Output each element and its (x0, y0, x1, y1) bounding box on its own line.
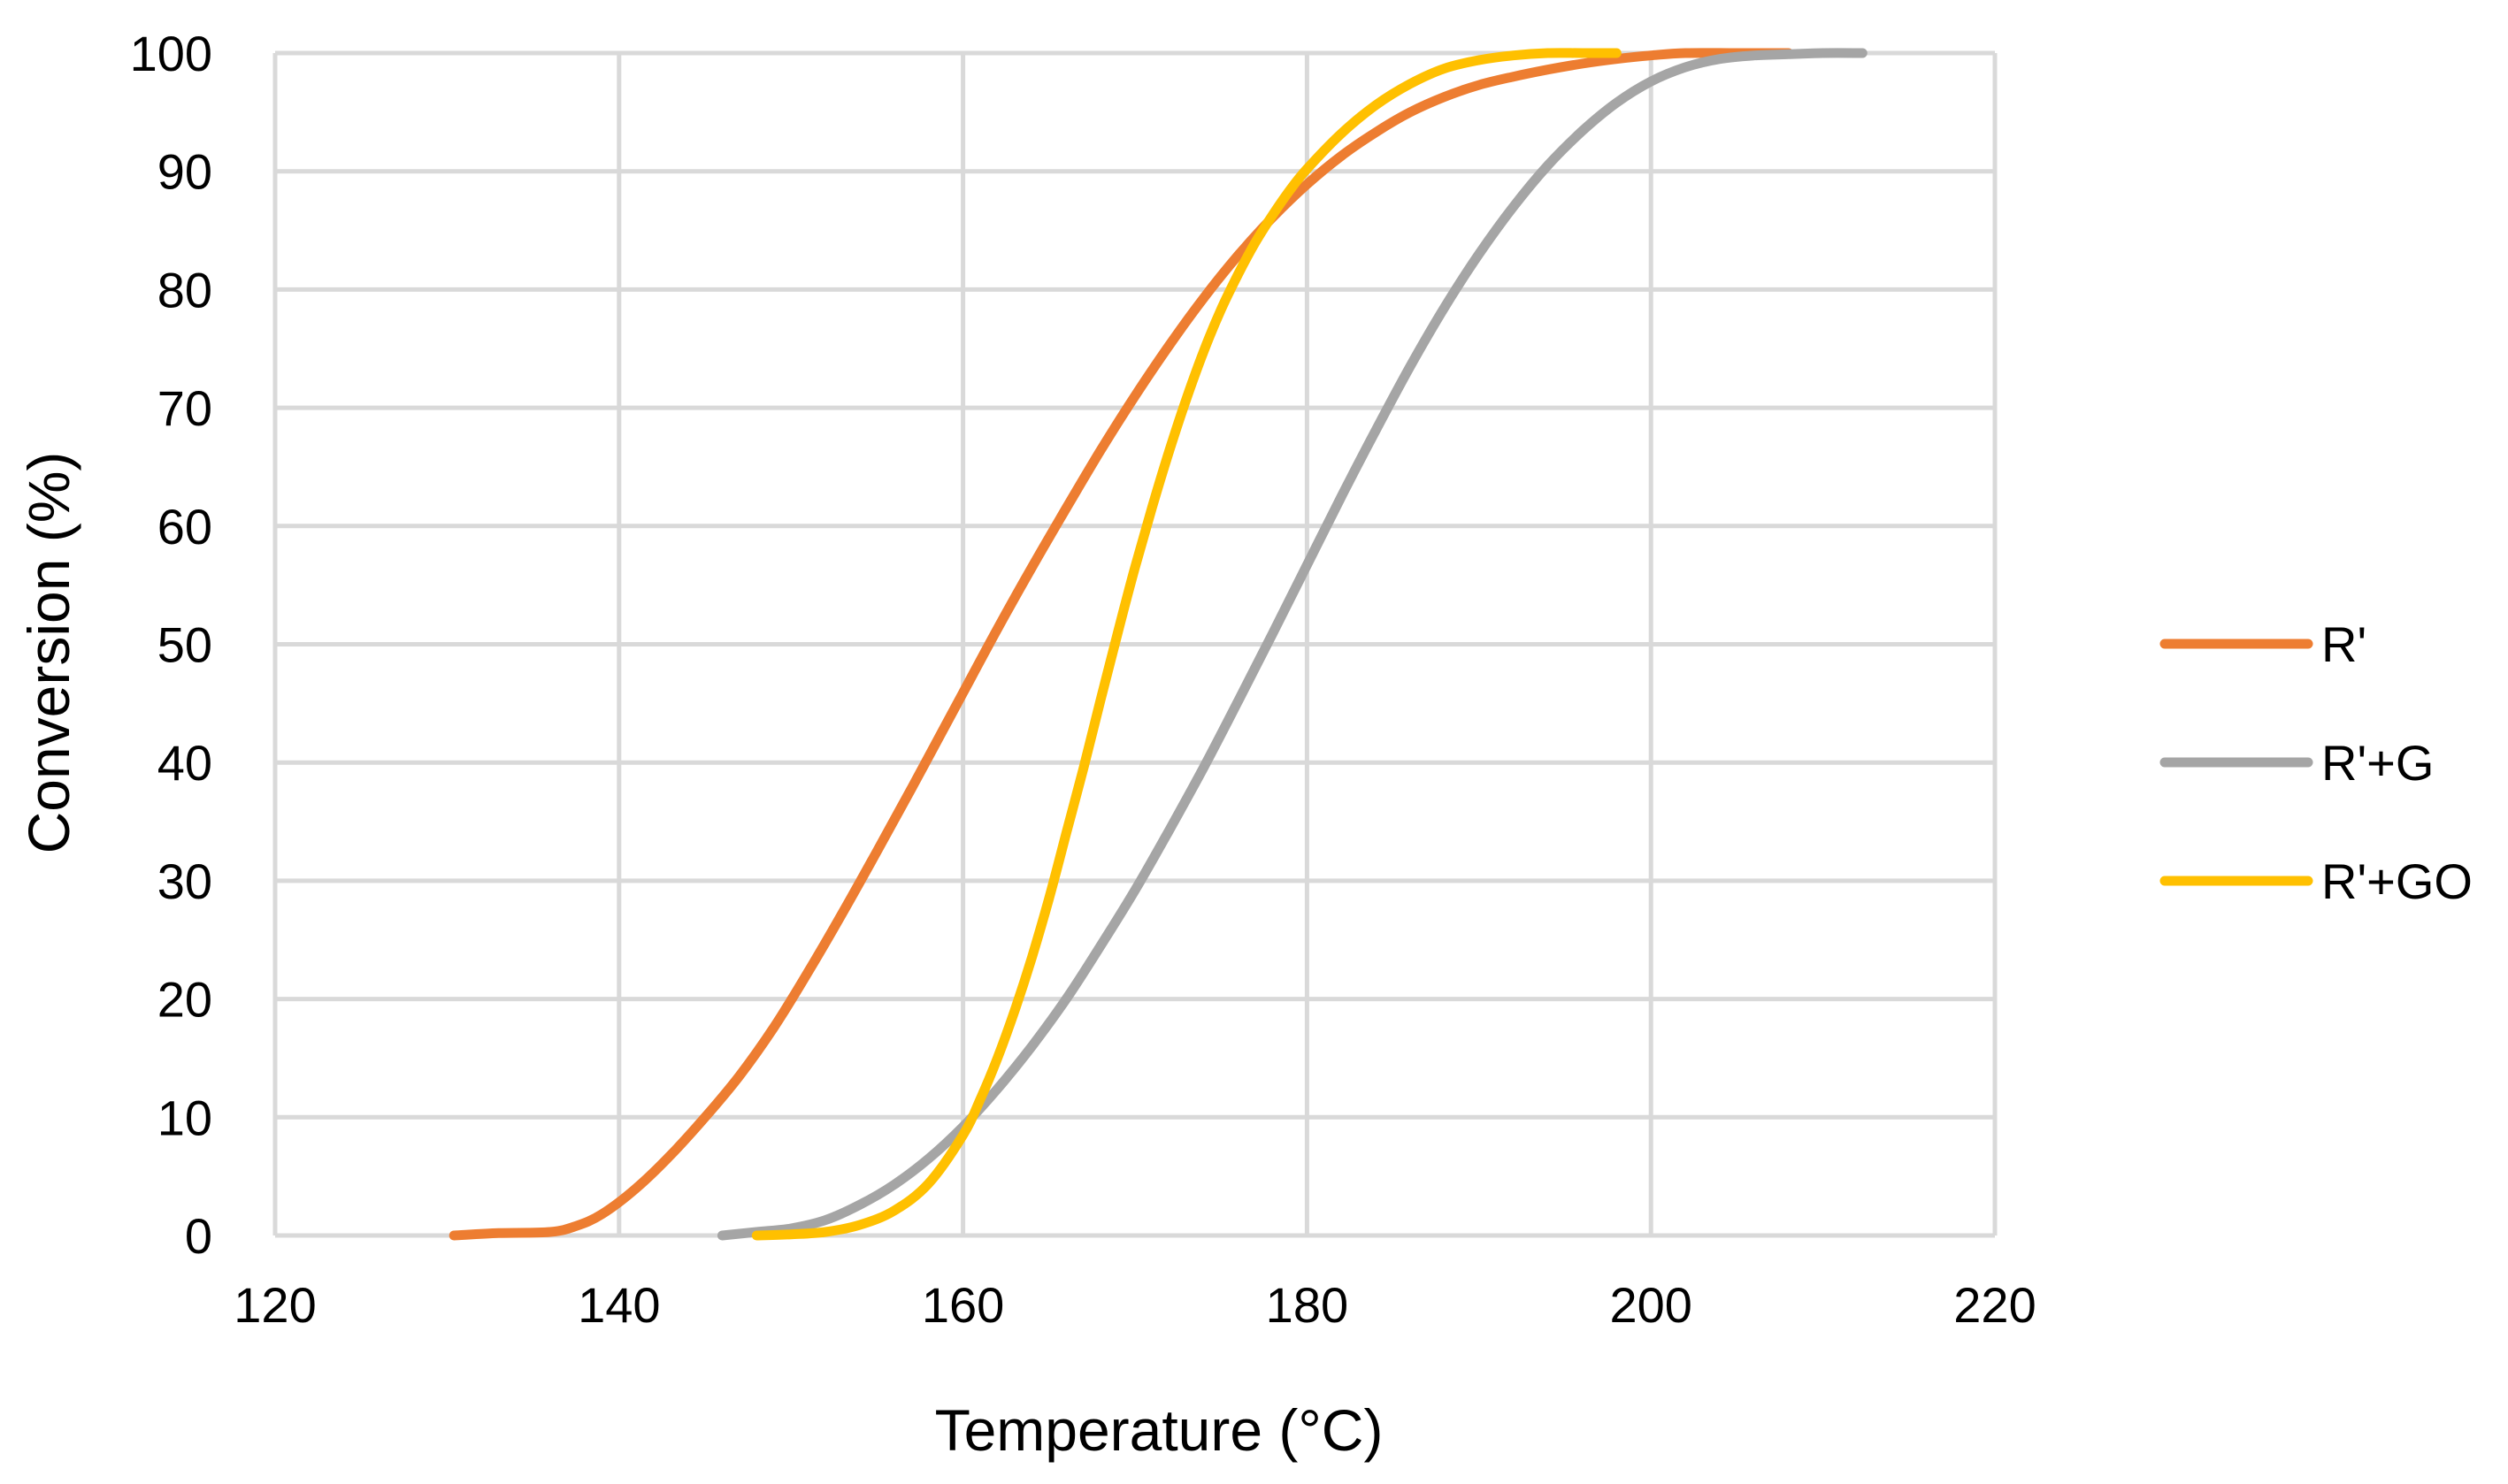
x-axis-tick-labels: 120 140 160 180 200 220 (234, 1277, 2036, 1333)
y-tick-label-80: 80 (157, 262, 212, 317)
x-tick-label-120: 120 (234, 1277, 316, 1333)
x-axis-title: Temperature (°C) (935, 1397, 1384, 1463)
series-line-r-prime-plus-go (751, 48, 1622, 1241)
x-tick-label-180: 180 (1266, 1277, 1348, 1333)
legend-label-r-prime-plus-go: R'+GO (2321, 853, 2473, 909)
y-tick-label-30: 30 (157, 853, 212, 909)
x-tick-label-140: 140 (578, 1277, 660, 1333)
y-tick-label-100: 100 (130, 26, 212, 81)
y-tick-label-90: 90 (157, 144, 212, 200)
y-tick-label-40: 40 (157, 735, 212, 791)
y-tick-label-50: 50 (157, 617, 212, 673)
y-axis-title: Conversion (%) (16, 452, 81, 854)
y-tick-label-0: 0 (185, 1208, 212, 1264)
y-tick-label-20: 20 (157, 972, 212, 1028)
y-axis-tick-labels: 0 10 20 30 40 50 60 70 80 90 100 (130, 26, 212, 1264)
legend: R' R'+G R'+GO (2159, 616, 2473, 909)
x-tick-label-200: 200 (1609, 1277, 1691, 1333)
series-line-r-prime-plus-g (717, 48, 1868, 1241)
y-tick-label-10: 10 (157, 1090, 212, 1145)
horizontal-gridlines (275, 50, 1995, 1238)
series-line-r-prime (449, 48, 1794, 1241)
x-tick-label-220: 220 (1953, 1277, 2036, 1333)
data-series (449, 48, 1868, 1241)
y-tick-label-70: 70 (157, 380, 212, 436)
x-tick-label-160: 160 (922, 1277, 1004, 1333)
legend-label-r-prime: R' (2321, 616, 2366, 672)
y-tick-label-60: 60 (157, 499, 212, 555)
legend-label-r-prime-plus-g: R'+G (2321, 735, 2434, 791)
